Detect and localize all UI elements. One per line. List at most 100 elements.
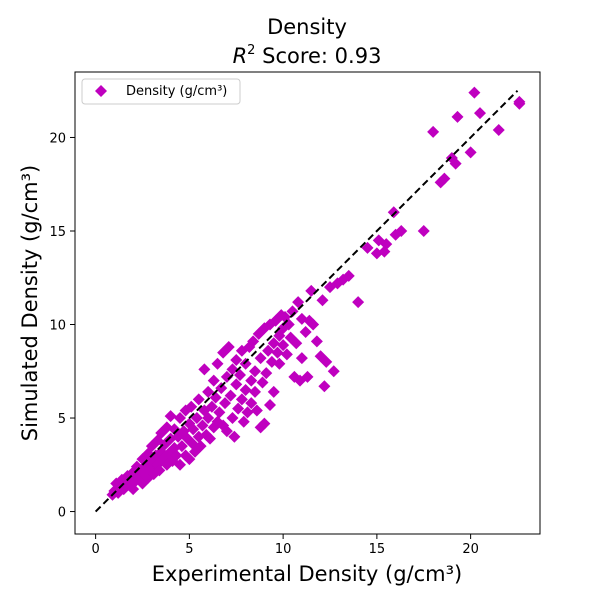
data-point [175, 440, 188, 453]
data-point [194, 440, 207, 453]
data-point [464, 146, 477, 159]
legend-marker-diamond [95, 85, 107, 97]
subtitle-r: R [233, 44, 248, 68]
y-tick-label: 20 [49, 131, 66, 146]
data-point [215, 382, 228, 395]
x-axis-label: Experimental Density (g/cm³) [152, 562, 462, 586]
data-point [513, 97, 526, 110]
data-point [235, 393, 248, 406]
data-point [327, 365, 340, 378]
data-point [417, 224, 430, 237]
data-point [380, 238, 393, 251]
data-point [254, 352, 267, 365]
data-point [224, 389, 237, 402]
y-axis-label: Simulated Density (g/cm³) [18, 165, 42, 442]
data-point [245, 397, 258, 410]
y-tick-label: 0 [58, 506, 66, 521]
data-point [449, 157, 462, 170]
data-point [185, 400, 198, 413]
x-tick-label: 5 [185, 542, 193, 557]
data-point [213, 406, 226, 419]
data-point [239, 357, 252, 370]
data-point [226, 363, 239, 376]
data-point [205, 400, 218, 413]
data-point [249, 365, 261, 378]
data-point [260, 367, 273, 380]
data-point [228, 430, 241, 443]
data-point [468, 86, 481, 99]
data-point [264, 398, 276, 411]
data-point [292, 296, 305, 309]
data-point [267, 337, 280, 350]
data-point [361, 241, 374, 254]
data-point [211, 357, 224, 370]
data-point [164, 410, 177, 423]
chart-title: Density [267, 15, 347, 39]
y-tick-label: 10 [49, 319, 66, 334]
data-point [247, 335, 260, 348]
data-point [219, 397, 231, 410]
x-tick-label: 20 [462, 542, 479, 557]
data-point [198, 363, 211, 376]
data-point [241, 406, 254, 419]
data-point [301, 370, 314, 383]
data-point [451, 110, 464, 123]
legend-box [81, 78, 241, 105]
data-point [232, 402, 245, 415]
data-point [438, 172, 451, 185]
plot-frame [74, 71, 541, 535]
data-point [220, 370, 233, 383]
subtitle-score: Score: 0.93 [255, 44, 381, 68]
data-point [250, 404, 263, 417]
reference-line [94, 89, 519, 513]
data-point [342, 269, 355, 282]
data-point [190, 412, 203, 425]
data-point [299, 325, 312, 338]
x-tick-label: 15 [369, 542, 386, 557]
chart-subtitle: R2 Score: 0.93 [233, 43, 382, 68]
legend-label: Density (g/cm³) [126, 84, 227, 99]
data-point [230, 378, 243, 391]
data-point [174, 458, 186, 471]
data-point [286, 305, 299, 318]
subtitle-sup: 2 [247, 43, 255, 58]
data-point [192, 393, 205, 406]
data-point [310, 335, 323, 348]
data-point [204, 432, 216, 445]
data-point [237, 415, 250, 428]
data-point [202, 412, 215, 425]
data-point [395, 224, 408, 237]
data-point [262, 344, 275, 357]
data-point [316, 294, 329, 307]
data-point [271, 346, 284, 359]
data-point [230, 354, 243, 367]
data-point [170, 449, 183, 462]
data-point [273, 357, 286, 370]
data-point [226, 412, 239, 425]
data-point [207, 374, 220, 387]
data-point [267, 385, 280, 398]
data-point [427, 125, 440, 138]
y-tick-label: 15 [49, 225, 66, 240]
data-point [277, 339, 290, 352]
data-point [387, 206, 400, 219]
data-point [245, 374, 258, 387]
data-point [239, 383, 252, 396]
data-point [280, 348, 293, 361]
legend: Density (g/cm³) [81, 78, 241, 105]
plot-area [94, 86, 526, 513]
data-point [492, 123, 505, 136]
data-point [295, 352, 308, 365]
axis-ticks: 0 5 10 15 20 0 5 10 15 20 [49, 131, 478, 557]
data-point [174, 412, 186, 425]
data-point [202, 385, 215, 398]
data-point [290, 337, 303, 350]
data-point [220, 425, 233, 438]
data-point [222, 340, 235, 353]
data-point [258, 417, 271, 430]
y-tick-label: 5 [58, 412, 66, 427]
data-point [352, 296, 365, 309]
x-tick-label: 10 [275, 542, 292, 557]
data-point [305, 284, 318, 297]
